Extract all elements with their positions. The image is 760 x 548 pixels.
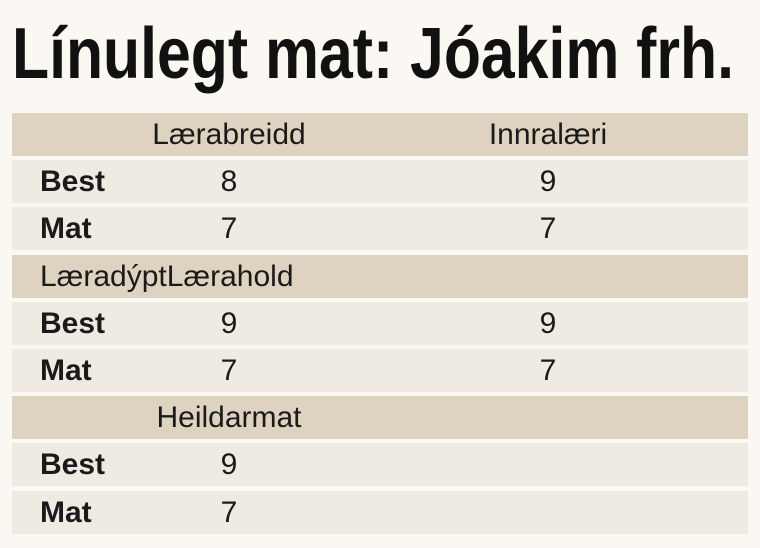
- row-label: Mat: [40, 495, 92, 529]
- cell-value: 7: [539, 354, 557, 387]
- header-row: Lærabreidd Innralæri: [12, 113, 748, 156]
- title-area: Línulegt mat: Jóakim frh.: [12, 14, 734, 94]
- data-row: Best 9: [12, 443, 748, 487]
- column-header: Lærabreidd: [152, 118, 306, 151]
- cell-value: 7: [539, 212, 557, 246]
- header-row: Heildarmat: [12, 396, 748, 440]
- header-row: LæradýptLærahold: [12, 254, 748, 298]
- cell-value: 7: [220, 495, 238, 529]
- row-label: Best: [40, 448, 106, 482]
- data-row: Mat 7 7: [12, 207, 748, 251]
- row-label: Best: [40, 306, 106, 340]
- row-label: Mat: [40, 354, 92, 387]
- data-row: Mat 7 7: [12, 349, 748, 392]
- column-header: Innralæri: [488, 118, 608, 151]
- row-label: Mat: [40, 212, 92, 246]
- data-row: Best 9 9: [12, 301, 748, 345]
- cell-value: 9: [220, 448, 238, 482]
- cell-value: 9: [220, 306, 238, 340]
- data-row: Mat 7: [12, 490, 748, 534]
- data-row: Best 8 9: [12, 160, 748, 204]
- cell-value: 7: [220, 354, 238, 387]
- column-header: Lærahold: [166, 259, 294, 293]
- cell-value: 8: [220, 165, 238, 199]
- column-header: Heildarmat: [156, 401, 302, 435]
- cell-value: 9: [539, 165, 557, 199]
- title: Línulegt mat: Jóakim frh.: [12, 14, 734, 94]
- column-header: Læradýpt: [40, 259, 167, 293]
- cell-value: 7: [220, 212, 238, 246]
- cell-value: 9: [539, 306, 557, 340]
- header-group: LæradýptLærahold: [40, 255, 294, 298]
- row-label: Best: [40, 165, 106, 199]
